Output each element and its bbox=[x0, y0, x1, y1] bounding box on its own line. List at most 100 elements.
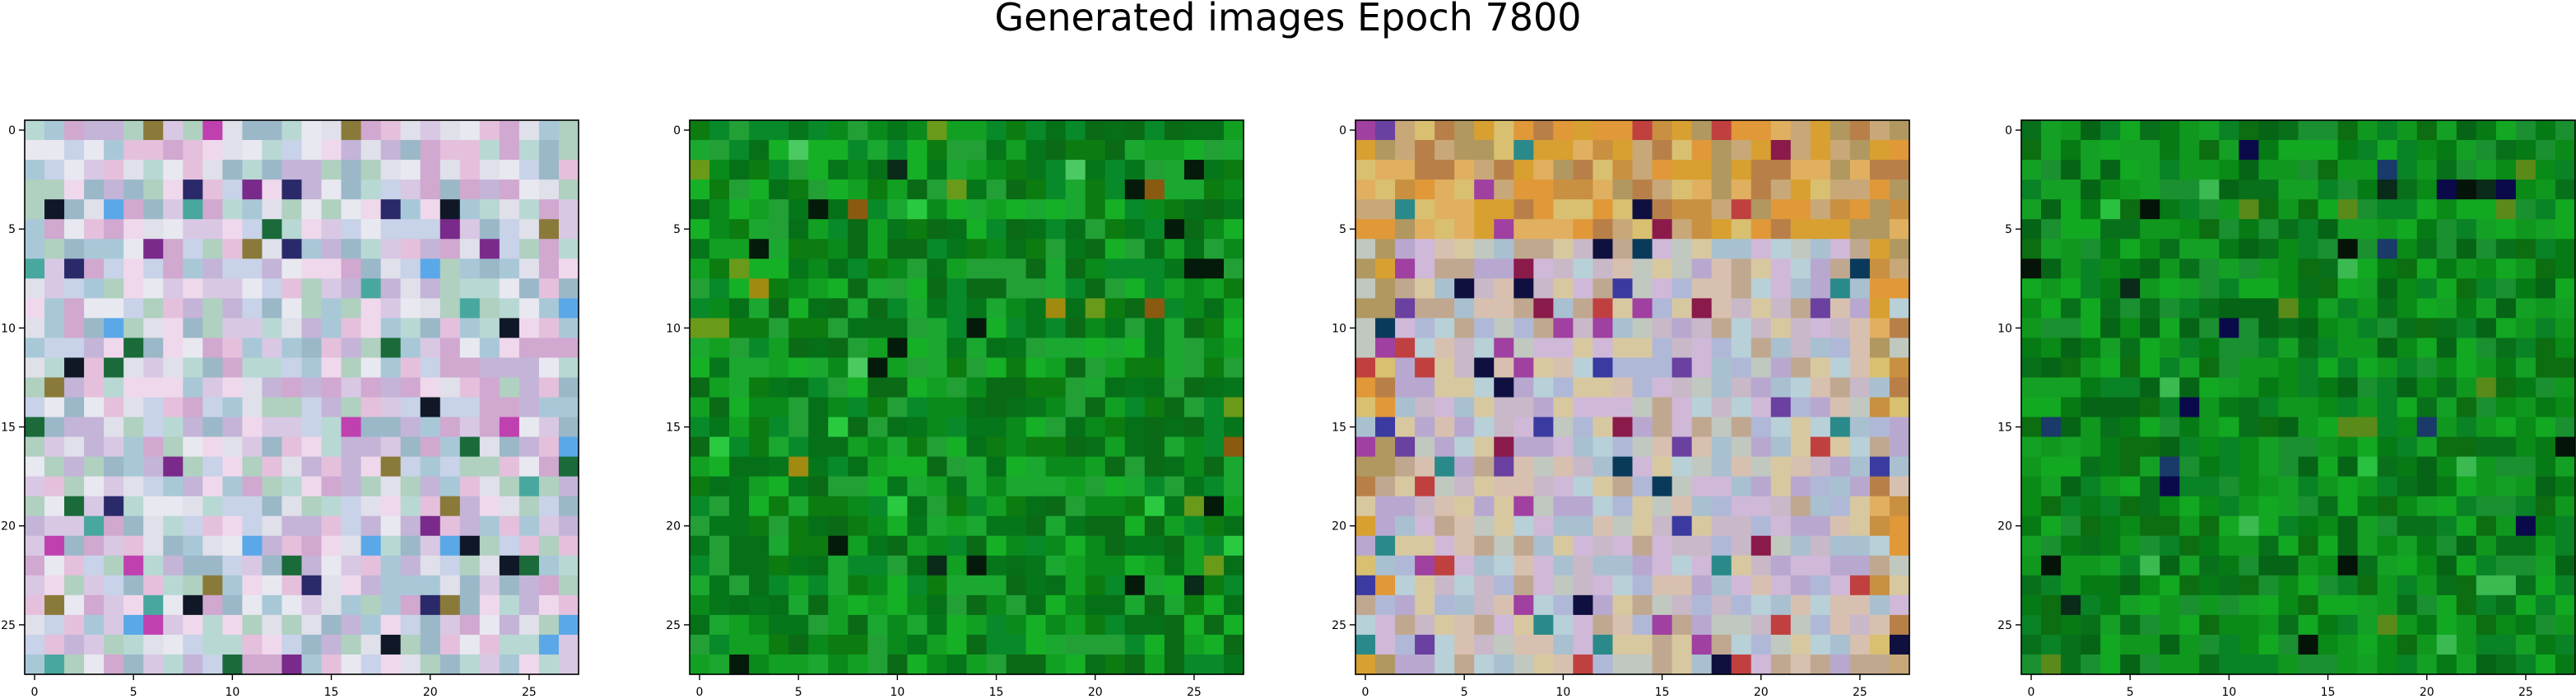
pixel-cell bbox=[1144, 199, 1165, 220]
pixel-cell bbox=[1889, 456, 1910, 478]
y-tick-label: 20 bbox=[1997, 520, 2012, 534]
pixel-cell bbox=[439, 259, 461, 279]
pixel-cell bbox=[2239, 298, 2260, 319]
pixel-cell bbox=[380, 199, 402, 220]
pixel-cell bbox=[281, 377, 303, 398]
pixel-cell bbox=[927, 594, 948, 616]
pixel-cell bbox=[1652, 515, 1673, 537]
pixel-cell bbox=[301, 199, 323, 220]
pixel-cell bbox=[459, 219, 481, 240]
pixel-cell bbox=[2081, 417, 2101, 438]
pixel-cell bbox=[242, 476, 263, 497]
pixel-cell bbox=[2515, 575, 2536, 596]
pixel-cell bbox=[1691, 219, 1713, 240]
pixel-cell bbox=[1104, 179, 1126, 200]
pixel-cell bbox=[2456, 614, 2477, 636]
pixel-cell bbox=[848, 338, 868, 359]
pixel-cell bbox=[1065, 298, 1086, 319]
pixel-cell bbox=[360, 259, 382, 279]
pixel-cell bbox=[1869, 278, 1890, 299]
pixel-cell bbox=[848, 278, 868, 299]
pixel-cell bbox=[2416, 179, 2438, 200]
pixel-cell bbox=[1065, 436, 1086, 458]
pixel-cell bbox=[2436, 278, 2457, 299]
pixel-cell bbox=[907, 160, 928, 180]
pixel-cell bbox=[1711, 436, 1732, 458]
pixel-cell bbox=[2298, 199, 2319, 220]
pixel-cell bbox=[788, 140, 809, 161]
pixel-cell bbox=[2318, 594, 2339, 616]
pixel-cell bbox=[1830, 555, 1851, 576]
pixel-cell bbox=[1203, 318, 1225, 338]
pixel-cell bbox=[788, 160, 809, 180]
pixel-cell bbox=[163, 199, 184, 220]
pixel-cell bbox=[1790, 594, 1811, 616]
pixel-cell bbox=[2436, 259, 2457, 279]
x-tick-label: 20 bbox=[2420, 686, 2434, 696]
pixel-cell bbox=[1164, 456, 1185, 478]
pixel-cell bbox=[1104, 614, 1126, 636]
pixel-cell bbox=[163, 476, 184, 497]
pixel-cell bbox=[262, 535, 283, 557]
pixel-cell bbox=[1065, 140, 1086, 161]
pixel-cell bbox=[499, 456, 520, 478]
pixel-cell bbox=[1533, 634, 1554, 655]
pixel-cell bbox=[400, 555, 421, 576]
pixel-cell bbox=[44, 575, 65, 596]
pixel-cell bbox=[1790, 614, 1811, 636]
pixel-cell bbox=[2081, 397, 2101, 418]
pixel-cell bbox=[1810, 555, 1831, 576]
pixel-cell bbox=[301, 555, 323, 576]
pixel-cell bbox=[1632, 535, 1653, 557]
pixel-cell bbox=[1810, 259, 1831, 279]
pixel-cell bbox=[2456, 377, 2477, 398]
pixel-cell bbox=[1711, 160, 1732, 180]
pixel-cell bbox=[2337, 515, 2359, 537]
pixel-cell bbox=[1533, 555, 1554, 576]
pixel-cell bbox=[2337, 179, 2359, 200]
pixel-cell bbox=[2140, 140, 2160, 161]
pixel-cell bbox=[1672, 377, 1693, 398]
pixel-cell bbox=[1085, 120, 1106, 141]
pixel-cell bbox=[64, 555, 85, 576]
pixel-cell bbox=[104, 575, 124, 596]
pixel-cell bbox=[2179, 535, 2200, 557]
pixel-cell bbox=[2041, 179, 2062, 200]
pixel-cell bbox=[1869, 436, 1890, 458]
pixel-cell bbox=[1474, 278, 1495, 299]
pixel-cell bbox=[2140, 199, 2160, 220]
pixel-cell bbox=[1751, 476, 1772, 497]
pixel-cell bbox=[2140, 298, 2160, 319]
pixel-cell bbox=[499, 535, 520, 557]
pixel-cell bbox=[2239, 179, 2260, 200]
pixel-cell bbox=[2535, 515, 2556, 537]
pixel-cell bbox=[808, 654, 829, 675]
pixel-cell bbox=[222, 397, 243, 418]
pixel-cell bbox=[1164, 239, 1185, 259]
pixel-cell bbox=[2476, 199, 2497, 220]
pixel-cell bbox=[1124, 614, 1146, 636]
pixel-cell bbox=[538, 239, 560, 259]
pixel-cell bbox=[2298, 318, 2319, 338]
pixel-cell bbox=[2397, 397, 2418, 418]
pixel-cell bbox=[1164, 259, 1185, 279]
pixel-cell bbox=[1474, 357, 1495, 379]
pixel-cell bbox=[2318, 318, 2339, 338]
pixel-cell bbox=[2397, 555, 2418, 576]
pixel-cell bbox=[1652, 199, 1673, 220]
pixel-cell bbox=[281, 634, 303, 655]
axes-frame bbox=[24, 119, 579, 675]
pixel-cell bbox=[360, 575, 382, 596]
pixel-cell bbox=[729, 614, 750, 636]
pixel-cell bbox=[1203, 515, 1225, 537]
pixel-cell bbox=[1869, 357, 1890, 379]
pixel-cell bbox=[2179, 476, 2200, 497]
pixel-cell bbox=[2021, 397, 2042, 418]
pixel-cell bbox=[867, 614, 888, 636]
pixel-cell bbox=[123, 654, 144, 675]
pixel-cell bbox=[1770, 120, 1792, 141]
pixel-cell bbox=[1889, 179, 1910, 200]
pixel-cell bbox=[1731, 654, 1752, 675]
pixel-cell bbox=[459, 397, 481, 418]
pixel-cell bbox=[183, 614, 203, 636]
